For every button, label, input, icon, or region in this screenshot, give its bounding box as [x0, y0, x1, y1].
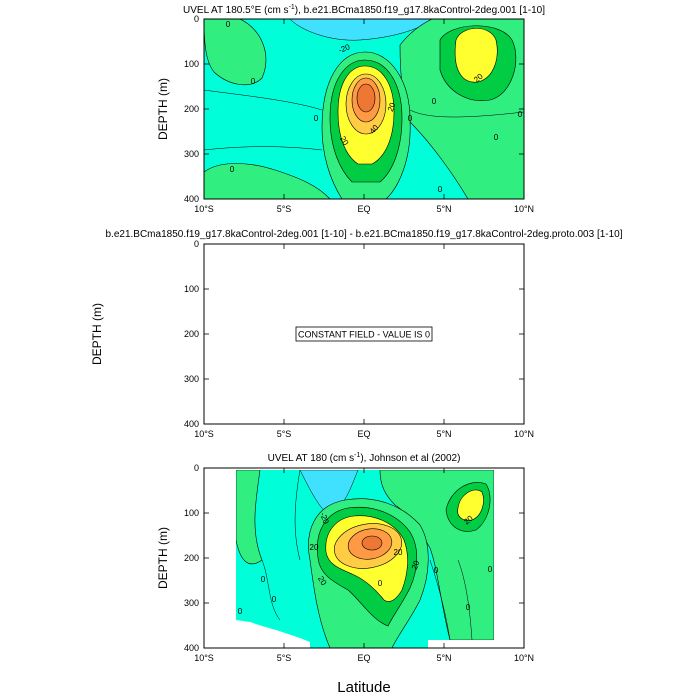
- x-tick-label: EQ: [357, 653, 370, 663]
- panel-1-contour-line: [204, 89, 524, 151]
- x-tick-label: 5°N: [436, 653, 451, 663]
- contour-label: -20: [318, 511, 331, 525]
- x-tick-label: EQ: [357, 204, 370, 214]
- panel-1-band-pos100: [356, 83, 376, 113]
- panel-3-missing-mask: [236, 620, 494, 648]
- y-tick-label: 400: [184, 419, 199, 429]
- contour-label: 0: [378, 579, 383, 588]
- x-tick-label: 5°S: [277, 429, 292, 439]
- panel-2-y-tick-labels: 0 100 200 300 400: [184, 239, 199, 429]
- contour-label: 0: [408, 114, 413, 123]
- x-tick-label: 5°S: [277, 653, 292, 663]
- y-tick-label: 0: [194, 14, 199, 24]
- x-tick-label: 10°S: [194, 429, 214, 439]
- x-tick-label: 5°N: [436, 429, 451, 439]
- x-tick-label: 10°S: [194, 653, 214, 663]
- panel-2-x-tick-labels: 10°S 5°S EQ 5°N 10°N: [194, 429, 534, 439]
- contour-label: 0: [518, 110, 523, 119]
- y-tick-label: 200: [184, 329, 199, 339]
- panel-3-contour-line: [261, 470, 473, 641]
- contour-label: 0: [238, 607, 243, 616]
- panel-2-difference: b.e21.BCma1850.f19_g17.8kaControl-2deg.0…: [90, 229, 623, 439]
- panel-1-band-pos40-necc: [454, 28, 498, 83]
- panel-1-ticks: [203, 18, 525, 200]
- contour-label: 0: [488, 565, 493, 574]
- panel-1-title: UVEL AT 180.5°E (cm s-1), b.e21.BCma1850…: [183, 4, 545, 16]
- y-tick-label: 400: [184, 643, 199, 653]
- panel-3-observations: UVEL AT 180 (cm s-1), Johnson et al (200…: [156, 452, 534, 696]
- panel-3-y-tick-labels: 0 100 200 300 400: [184, 463, 199, 653]
- panel-3-title: UVEL AT 180 (cm s-1), Johnson et al (200…: [268, 452, 461, 464]
- y-tick-label: 100: [184, 284, 199, 294]
- contour-label: 0: [438, 185, 443, 194]
- x-tick-label: 10°N: [514, 653, 534, 663]
- contour-label: 0: [434, 566, 439, 575]
- panel-3-y-axis-label: DEPTH (m): [156, 527, 170, 589]
- y-tick-label: 200: [184, 104, 199, 114]
- y-tick-label: 0: [194, 239, 199, 249]
- y-tick-label: 300: [184, 374, 199, 384]
- panel-1-band-pos0-west: [204, 19, 267, 86]
- contour-label: -20: [337, 42, 351, 55]
- y-tick-label: 100: [184, 59, 199, 69]
- panel-1-contours: [204, 19, 524, 199]
- contour-label: 0: [230, 165, 235, 174]
- contour-label: 0: [432, 97, 437, 106]
- y-tick-label: 300: [184, 149, 199, 159]
- panel-1-x-tick-labels: 10°S 5°S EQ 5°N 10°N: [194, 204, 534, 214]
- y-tick-label: 400: [184, 194, 199, 204]
- x-tick-label: EQ: [357, 429, 370, 439]
- panel-1-band-pos0-southwest: [204, 163, 331, 199]
- panel-3-x-tick-labels: 10°S 5°S EQ 5°N 10°N: [194, 653, 534, 663]
- contour-label: 0: [251, 77, 256, 86]
- contour-label: 0: [494, 133, 499, 142]
- contour-label: 0: [226, 20, 231, 29]
- constant-field-annotation: CONSTANT FIELD - VALUE IS 0: [298, 330, 430, 340]
- panel-3-ticks: [203, 468, 525, 648]
- x-tick-label: 5°S: [277, 204, 292, 214]
- panel-1-y-axis-label: DEPTH (m): [156, 78, 170, 140]
- x-tick-label: 10°N: [514, 204, 534, 214]
- contour-label: 0: [466, 603, 471, 612]
- panel-2-ticks: [203, 244, 525, 424]
- contour-label: 20: [394, 548, 403, 557]
- contour-label: 20: [410, 559, 422, 571]
- y-tick-label: 0: [194, 463, 199, 473]
- x-tick-label: 5°N: [436, 204, 451, 214]
- x-tick-label: 10°S: [194, 204, 214, 214]
- contour-label: 0: [314, 114, 319, 123]
- panel-1-y-tick-labels: 0 100 200 300 400: [184, 14, 199, 204]
- panel-2-title: b.e21.BCma1850.f19_g17.8kaControl-2deg.0…: [105, 229, 622, 240]
- panel-3-band-pos0-west: [236, 470, 263, 565]
- panel-1-model: UVEL AT 180.5°E (cm s-1), b.e21.BCma1850…: [156, 4, 545, 214]
- y-tick-label: 100: [184, 508, 199, 518]
- panel-3-contours: [236, 470, 494, 648]
- panel-2-y-axis-label: DEPTH (m): [90, 303, 104, 365]
- panel-3-band-pos40-necc: [457, 489, 484, 521]
- contour-label: 0: [272, 595, 277, 604]
- panel-3-band-pos100: [361, 535, 383, 551]
- contour-label: 0: [261, 575, 266, 584]
- y-tick-label: 300: [184, 598, 199, 608]
- x-axis-label: Latitude: [337, 679, 390, 696]
- y-tick-label: 200: [184, 553, 199, 563]
- constant-field-box: [295, 326, 433, 342]
- contour-label: 20: [310, 543, 319, 552]
- x-tick-label: 10°N: [514, 429, 534, 439]
- contour-label: 20: [386, 101, 398, 113]
